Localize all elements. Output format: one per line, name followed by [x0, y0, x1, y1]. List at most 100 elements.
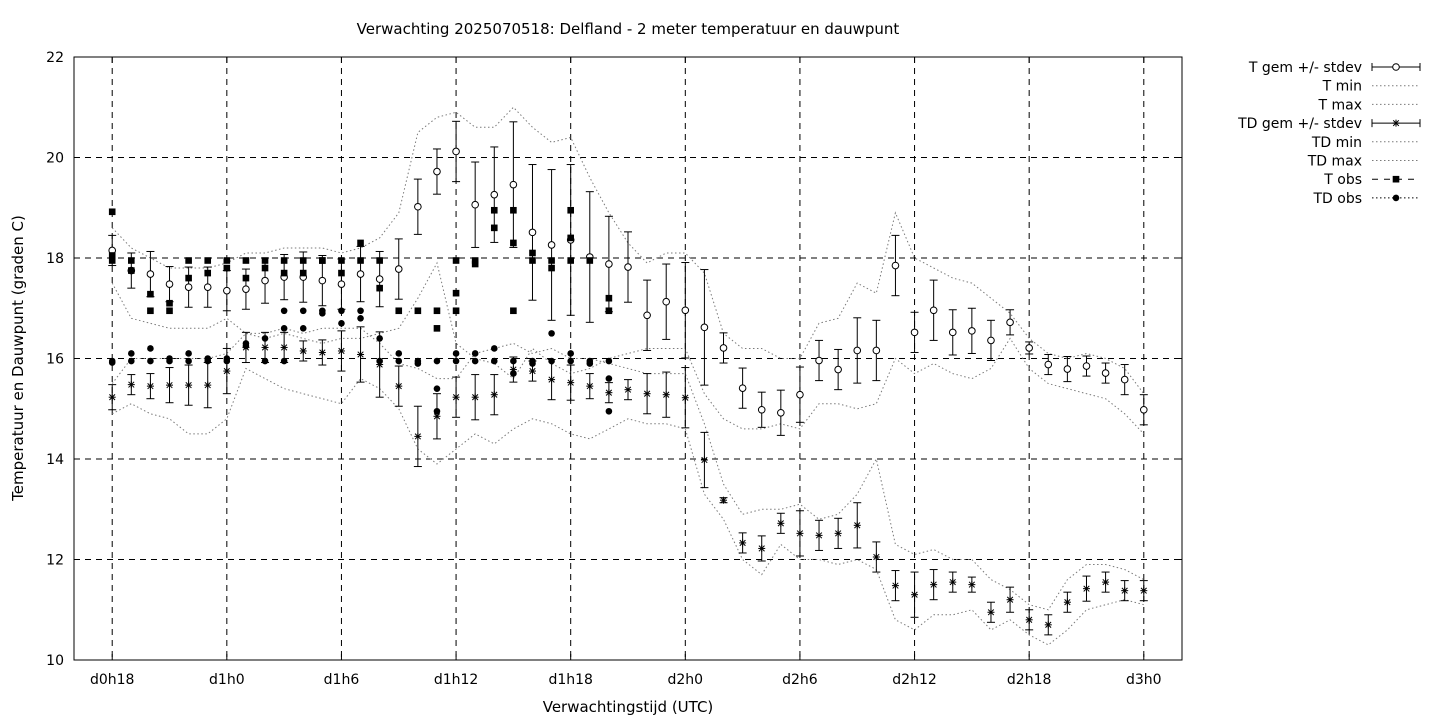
- x-axis-label: Verwachtingstijd (UTC): [543, 698, 714, 716]
- t-obs-point: [490, 206, 498, 214]
- td-mean-point: [605, 389, 613, 397]
- legend-label: T min: [1322, 79, 1362, 95]
- td-mean-point: [318, 348, 326, 356]
- td-obs-point: [433, 385, 441, 392]
- observation-points: [108, 206, 613, 415]
- t-obs-point: [395, 307, 403, 315]
- td-mean-point: [395, 382, 403, 390]
- td-mean-point: [911, 591, 919, 599]
- x-tick-label: d2h18: [1007, 672, 1051, 688]
- td-obs-point: [433, 357, 441, 365]
- t-obs-point: [605, 294, 613, 302]
- td-mean-point: [567, 379, 575, 387]
- t-mean-point: [777, 408, 785, 417]
- t-obs-point: [338, 257, 345, 264]
- td-mean-point: [815, 531, 823, 539]
- td-obs-point: [147, 345, 154, 352]
- td-obs-point: [299, 307, 307, 315]
- t-mean-point: [719, 344, 728, 352]
- legend-label: TD min: [1311, 135, 1362, 151]
- t-obs-point: [567, 206, 574, 214]
- td-mean-point: [1140, 587, 1148, 595]
- x-tick-label: d2h0: [668, 672, 704, 688]
- td-mean-point: [968, 581, 976, 589]
- td-obs-point: [433, 407, 441, 415]
- chart-title: Verwachting 2025070518: Delfland - 2 met…: [357, 20, 900, 38]
- td-obs-point: [490, 357, 498, 365]
- legend-marker: [1392, 63, 1400, 71]
- td-obs-point: [147, 357, 154, 365]
- td-mean-point: [146, 382, 154, 390]
- td-obs-point: [319, 309, 326, 317]
- td-obs-point: [357, 315, 364, 322]
- x-tick-label: d0h18: [90, 672, 134, 688]
- t-obs-point: [357, 257, 364, 264]
- td-max-line: [111, 327, 1145, 611]
- td-obs-point: [586, 360, 594, 367]
- t-mean-point: [1025, 344, 1033, 352]
- td-obs-point: [357, 307, 364, 315]
- t-mean-point: [337, 280, 346, 288]
- td-obs-point: [280, 325, 288, 332]
- td-mean-point: [1025, 616, 1033, 624]
- td-mean-point: [987, 608, 995, 616]
- td-min-line: [111, 367, 1144, 646]
- t-mean-point: [1044, 360, 1053, 369]
- td-mean-point: [1006, 596, 1014, 604]
- td-mean-point: [681, 394, 689, 402]
- td-obs-point: [223, 357, 231, 365]
- td-mean-point: [700, 456, 708, 464]
- td-mean-point: [299, 347, 307, 355]
- t-obs-point: [567, 234, 574, 242]
- td-mean-point: [834, 529, 842, 537]
- t-mean-point: [490, 190, 499, 199]
- t-mean-point: [929, 306, 938, 315]
- t-obs-point: [108, 257, 116, 264]
- td-obs-point: [261, 357, 269, 365]
- t-mean-point: [815, 356, 823, 365]
- td-mean-point: [414, 432, 422, 440]
- td-mean-point: [337, 347, 345, 355]
- td-mean-point: [872, 553, 880, 561]
- td-mean-point: [739, 539, 747, 547]
- t-mean-point: [872, 346, 881, 355]
- t-mean-point: [853, 346, 862, 355]
- t-mean-point: [605, 260, 613, 268]
- td-obs-point: [605, 407, 613, 415]
- td-mean-point: [127, 381, 135, 389]
- td-obs-point: [490, 345, 498, 352]
- y-tick-label: 14: [46, 452, 64, 468]
- td-mean-point: [930, 581, 938, 589]
- x-tick-label: d2h12: [892, 672, 936, 688]
- legend-label: T gem +/- stdev: [1248, 60, 1362, 76]
- x-tick-label: d3h0: [1126, 672, 1162, 688]
- t-obs-point: [166, 299, 173, 307]
- t-obs-point: [529, 257, 536, 264]
- t-mean-point: [528, 228, 537, 237]
- t-mean-point: [261, 276, 269, 285]
- t-mean-point: [1101, 369, 1110, 377]
- t-obs-point: [261, 257, 269, 264]
- t-obs-point: [166, 307, 173, 315]
- t-mean-point: [203, 283, 212, 291]
- td-mean-point: [1082, 585, 1090, 593]
- t-obs-point: [510, 239, 517, 247]
- x-tick-label: d1h18: [548, 672, 592, 688]
- t-mean-point: [834, 365, 842, 374]
- t-obs-point: [471, 260, 479, 268]
- td-mean-point: [280, 343, 288, 351]
- td-mean-point: [796, 529, 804, 537]
- td-mean-point: [662, 391, 670, 399]
- t-obs-point: [490, 224, 498, 232]
- td-obs-point: [605, 357, 613, 365]
- t-obs-point: [280, 257, 288, 264]
- td-obs-point: [185, 357, 192, 365]
- legend-marker: [1392, 175, 1400, 183]
- t-mean-point: [757, 405, 766, 414]
- t-mean-point: [624, 263, 632, 271]
- x-tick-label: d1h12: [434, 672, 478, 688]
- td-obs-point: [471, 350, 479, 357]
- td-mean-point: [490, 391, 498, 399]
- t-mean-point: [165, 280, 174, 288]
- t-obs-point: [338, 269, 345, 277]
